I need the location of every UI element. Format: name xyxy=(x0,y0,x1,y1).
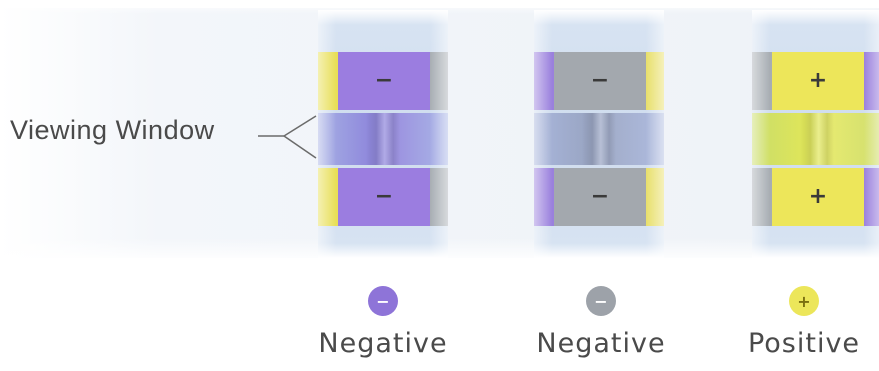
result-2: − Negative xyxy=(526,286,676,359)
test-strip-1: − − xyxy=(318,10,448,258)
result-3-indicator-icon: + xyxy=(789,286,819,316)
result-2-indicator-icon: − xyxy=(586,286,616,316)
strip-2-top-left-edge xyxy=(534,52,554,110)
strip-3-bottom-right-edge xyxy=(864,168,879,226)
strip-1-bottom-pad: − xyxy=(318,168,448,226)
strip-1-bottom-right-edge xyxy=(430,168,448,226)
strip-3-bottom-left-edge xyxy=(752,168,772,226)
strip-1-bottom-left-edge xyxy=(318,168,338,226)
strip-1-top-left-edge xyxy=(318,52,338,110)
strip-2-top-right-edge xyxy=(646,52,664,110)
test-strip-3: + + xyxy=(752,10,879,258)
result-2-label: Negative xyxy=(536,328,666,359)
strip-3-top-pad: + xyxy=(752,52,879,110)
result-1: − Negative xyxy=(308,286,458,359)
strip-1-viewing-window xyxy=(318,113,448,165)
viewing-window-label: Viewing Window xyxy=(10,115,215,145)
strip-3-top-sign: + xyxy=(808,68,828,93)
strip-2-viewing-window xyxy=(534,113,664,165)
strip-1-bottom-sign: − xyxy=(374,184,394,209)
strip-2-bottom-right-edge xyxy=(646,168,664,226)
strip-2-top-pad: − xyxy=(534,52,664,110)
strip-1-window-gloss xyxy=(366,113,400,165)
strip-3-top-mid: + xyxy=(772,52,864,110)
result-3: + Positive xyxy=(729,286,879,359)
test-strip-2: − − xyxy=(534,10,664,258)
strip-3-window-gloss xyxy=(800,113,834,165)
strip-2-top-mid: − xyxy=(554,52,646,110)
strip-3-bottom-mid: + xyxy=(772,168,864,226)
strip-1-top-right-edge xyxy=(430,52,448,110)
result-3-label: Positive xyxy=(747,328,861,359)
result-1-indicator-icon: − xyxy=(368,286,398,316)
strip-1-top-mid: − xyxy=(338,52,430,110)
strip-2-bottom-left-edge xyxy=(534,168,554,226)
viewing-window-pointer xyxy=(258,115,317,159)
strip-3-viewing-window xyxy=(752,113,879,165)
strip-3-top-right-edge xyxy=(864,52,879,110)
strip-1-top-pad: − xyxy=(318,52,448,110)
strip-3-bottom-sign: + xyxy=(808,184,828,209)
strip-1-bottom-mid: − xyxy=(338,168,430,226)
strip-2-bottom-mid: − xyxy=(554,168,646,226)
strip-2-window-gloss xyxy=(582,113,616,165)
strip-1-top-sign: − xyxy=(374,68,394,93)
strip-2-bottom-pad: − xyxy=(534,168,664,226)
result-1-label: Negative xyxy=(318,328,448,359)
strip-3-top-left-edge xyxy=(752,52,772,110)
strip-3-bottom-pad: + xyxy=(752,168,879,226)
strip-2-top-sign: − xyxy=(590,68,610,93)
strip-2-bottom-sign: − xyxy=(590,184,610,209)
